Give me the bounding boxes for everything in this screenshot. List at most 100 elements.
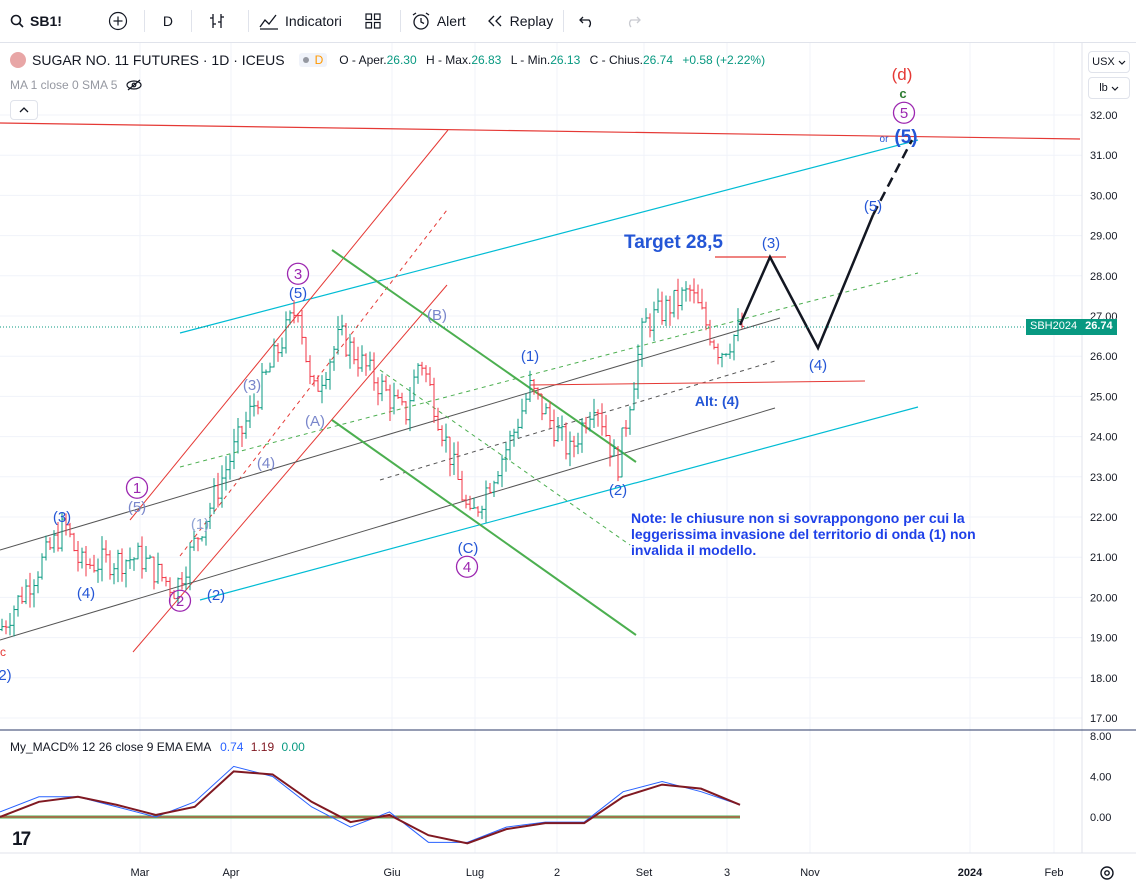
time-tick-label: Apr: [222, 867, 239, 879]
indicators-label: Indicatori: [285, 13, 342, 29]
time-tick-label: Mar: [131, 867, 150, 879]
wave-label: (5): [864, 198, 882, 215]
price-tick-label: 21.00: [1090, 552, 1118, 564]
main-legend: SUGAR NO. 11 FUTURES · 1D · ICEUS D O - …: [10, 52, 765, 68]
price-scale[interactable]: 32.0031.0030.0029.0028.0027.0026.0025.00…: [1090, 110, 1118, 725]
toolbar-divider: [399, 10, 401, 32]
wave-label: (3): [762, 235, 780, 252]
badge-label: D: [314, 53, 324, 67]
layout-templates-button[interactable]: [352, 0, 400, 42]
last-symbol: SBH2024: [1026, 319, 1082, 335]
grid-lines: [0, 43, 1082, 853]
wave-label: (d): [892, 65, 913, 84]
toolbar-divider: [248, 10, 250, 32]
eye-hidden-icon[interactable]: [125, 78, 143, 92]
wave-label: c: [0, 645, 6, 659]
replay-label: Replay: [509, 13, 554, 29]
red-channel-upper: [129, 129, 449, 521]
price-tick-label: 32.00: [1090, 110, 1118, 122]
wave-label: (A): [305, 413, 325, 430]
undo-button[interactable]: [564, 0, 616, 42]
price-tick-label: 30.00: [1090, 190, 1118, 202]
change-value: +0.58 (+2.22%): [682, 53, 766, 67]
macd-tick-label: 0.00: [1090, 812, 1111, 824]
lower-cyan-trendline: [199, 406, 919, 601]
chevron-down-icon: [1111, 86, 1119, 91]
price-tick-label: 19.00: [1090, 633, 1118, 645]
wave-label: (1): [191, 516, 209, 533]
green-downtrend-lower: [331, 419, 637, 636]
price-tick-label: 24.00: [1090, 432, 1118, 444]
macd-signal-line: [0, 770, 741, 845]
symbol-search-button[interactable]: SB1!: [0, 0, 72, 42]
indicators-icon: [259, 14, 279, 30]
price-tick-label: 29.00: [1090, 231, 1118, 243]
price-tick-label: 25.00: [1090, 391, 1118, 403]
settings-icon[interactable]: [1100, 866, 1114, 880]
time-tick-label: Set: [636, 867, 653, 879]
price-tick-label: 31.00: [1090, 150, 1118, 162]
currency-label: USX: [1092, 56, 1115, 68]
wave-label: (2): [207, 587, 225, 604]
macd-legend: My_MACD% 12 26 close 9 EMA EMA 0.74 1.19…: [10, 740, 305, 754]
redo-button[interactable]: [616, 0, 656, 42]
gray-channel-lower: [0, 407, 776, 641]
tradingview-logo[interactable]: 17: [12, 829, 31, 850]
collapse-legend-button[interactable]: [10, 100, 38, 120]
time-scale[interactable]: Mar Apr Giu Lug 2 Set 3 Nov 2024 Feb: [131, 867, 1064, 879]
wave-label: 5: [900, 105, 908, 122]
price-tick-label: 18.00: [1090, 673, 1118, 685]
wave-label-circle: [455, 555, 479, 578]
macd-scale[interactable]: 8.00 4.00 0.00: [1090, 731, 1111, 824]
wave-label: 4: [463, 559, 471, 576]
alert-clock-icon: [412, 12, 430, 30]
toolbar-divider: [191, 10, 193, 32]
replay-icon: [487, 15, 502, 27]
currency-selector[interactable]: USX: [1088, 51, 1130, 73]
macd-tick-label: 8.00: [1090, 731, 1111, 743]
macd-pane: [0, 765, 741, 845]
price-tick-label: 26.00: [1090, 351, 1118, 363]
macd-label: My_MACD% 12 26 close 9 EMA EMA: [10, 740, 211, 754]
plus-circle-icon: [108, 11, 128, 31]
green-downtrend-mid: [379, 369, 631, 546]
time-tick-label: 2: [554, 867, 560, 879]
replay-button[interactable]: Replay: [476, 0, 564, 42]
macd-signal-value: 1.19: [250, 740, 275, 754]
interval-button[interactable]: D: [145, 0, 191, 42]
time-tick-label: Lug: [466, 867, 484, 879]
indicators-button[interactable]: Indicatori: [249, 0, 352, 42]
wave-label-circle: [168, 589, 192, 612]
symbol-logo-icon: [10, 52, 26, 68]
unit-label: lb: [1099, 82, 1108, 94]
compare-symbol-button[interactable]: [72, 0, 144, 42]
ohlc-values: O - Aper.26.30 H - Max.26.83 L - Min.26.…: [333, 53, 765, 67]
wave-label: (5): [894, 127, 917, 148]
symbol-label: SB1!: [30, 13, 62, 29]
ma-legend[interactable]: MA 1 close 0 SMA 5: [10, 78, 143, 92]
chart-type-button[interactable]: [192, 0, 248, 42]
chart-mode-badge[interactable]: D: [298, 53, 328, 67]
macd-zero-value: 0.00: [281, 740, 305, 754]
red-support-line: [529, 380, 866, 386]
time-tick-label: Giu: [383, 867, 400, 879]
upper-cyan-trendline: [179, 139, 919, 334]
interval-label: D: [162, 13, 174, 29]
note-annotation: Note: le chiusure non si sovrappongono p…: [631, 510, 976, 558]
wave-label: c: [899, 86, 906, 101]
top-toolbar: SB1! D Indicatori Alert Replay: [0, 0, 1136, 43]
wave-label: (4): [809, 357, 827, 374]
wave-label: 2): [0, 667, 12, 684]
price-bars: [0, 278, 744, 637]
wave-label: 3: [294, 266, 302, 283]
time-tick-label: Nov: [800, 867, 820, 879]
wave-label: (3): [53, 509, 71, 526]
unit-selector[interactable]: lb: [1088, 77, 1130, 99]
horizontal-resistance-line: [0, 122, 1081, 140]
projection-dashed-segment: [871, 139, 914, 216]
alert-button[interactable]: Alert: [401, 0, 476, 42]
wave-labels: (d) c 5 or (5) (3) (4) (5) (1) (2) (B) (A) (C) 4 3 (5) (…: [0, 65, 918, 684]
wave-label: (2): [609, 482, 627, 499]
wave-label: (5): [128, 499, 146, 516]
